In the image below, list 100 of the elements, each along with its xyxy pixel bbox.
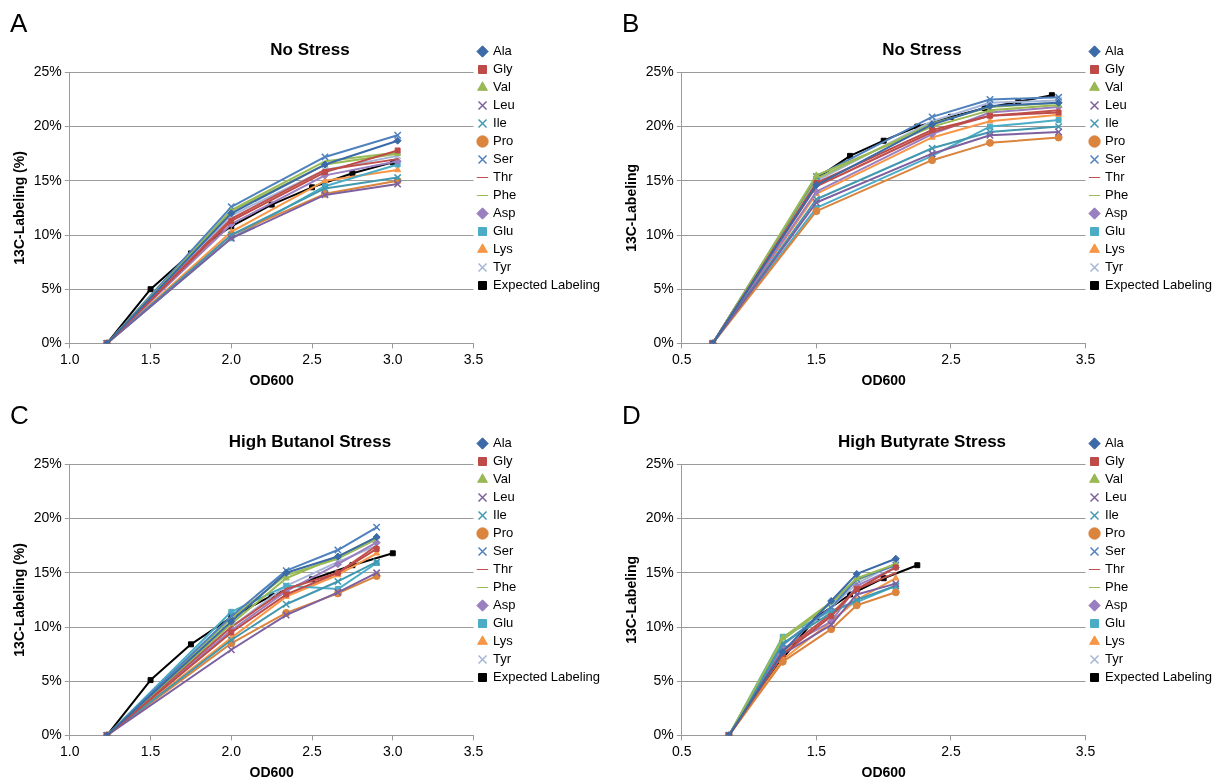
y-tick-label: 5%	[653, 280, 674, 297]
legend-label: Val	[1105, 471, 1123, 487]
x-tick-label: 3.5	[1075, 742, 1096, 759]
legend-label: Glu	[1105, 615, 1126, 631]
legend-label: Pro	[493, 525, 514, 541]
legend-label: Phe	[493, 187, 517, 203]
legend-label: Expected Labeling	[1105, 669, 1213, 685]
y-tick-label: 10%	[33, 617, 62, 634]
legend-label: Lys	[493, 241, 514, 257]
legend-label: Tyr	[1105, 259, 1124, 275]
x-tick-label: 0.5	[672, 350, 692, 367]
x-tick-label: 3.0	[383, 350, 403, 367]
x-tick-label: 1.5	[140, 742, 161, 759]
x-axis-title: OD600	[249, 372, 295, 389]
y-tick-label: 0%	[41, 334, 62, 351]
legend-label: Ile	[1105, 115, 1119, 131]
y-axis-title: 13C-Labeling	[623, 555, 640, 644]
y-tick-label: 20%	[645, 509, 674, 526]
y-tick-label: 5%	[41, 280, 62, 297]
legend-label: Expected Labeling	[493, 669, 601, 685]
y-tick-label: 15%	[33, 171, 62, 188]
legend-label: Tyr	[1105, 651, 1124, 667]
legend-label: Glu	[493, 223, 514, 239]
x-axis-title: OD600	[249, 764, 295, 781]
legend-label: Thr	[493, 169, 514, 185]
y-tick-label: 5%	[653, 672, 674, 689]
y-tick-label: 25%	[33, 455, 62, 472]
y-tick-label: 25%	[33, 63, 62, 80]
y-tick-label: 15%	[645, 563, 674, 580]
x-tick-label: 1.5	[140, 350, 161, 367]
legend-label: Thr	[1105, 561, 1126, 577]
legend-label: Pro	[493, 133, 514, 149]
x-tick-label: 2.5	[941, 350, 961, 367]
y-tick-label: 5%	[41, 672, 62, 689]
legend-label: Ala	[1105, 435, 1125, 451]
y-tick-label: 25%	[645, 455, 674, 472]
x-tick-label: 2.5	[302, 742, 322, 759]
legend-label: Val	[493, 471, 511, 487]
legend-label: Leu	[1105, 97, 1127, 113]
y-tick-label: 25%	[645, 63, 674, 80]
legend-label: Ile	[493, 115, 507, 131]
y-tick-label: 0%	[41, 726, 62, 743]
x-tick-label: 2.5	[302, 350, 322, 367]
legend-label: Val	[493, 79, 511, 95]
legend-label: Glu	[493, 615, 514, 631]
legend-label: Asp	[493, 597, 516, 613]
legend-label: Expected Labeling	[493, 277, 601, 293]
y-tick-label: 0%	[653, 726, 674, 743]
legend-label: Gly	[493, 453, 514, 469]
x-tick-label: 2.0	[221, 350, 242, 367]
legend-label: Asp	[1105, 597, 1128, 613]
legend-label: Val	[1105, 79, 1123, 95]
legend-label: Phe	[1105, 579, 1129, 595]
x-tick-label: 3.5	[463, 742, 484, 759]
y-tick-label: 15%	[645, 171, 674, 188]
legend-label: Tyr	[493, 259, 512, 275]
x-tick-label: 1.0	[60, 350, 80, 367]
y-axis-title: 13C-Labeling (%)	[11, 151, 28, 265]
x-tick-label: 1.5	[806, 742, 827, 759]
legend-label: Asp	[1105, 205, 1128, 221]
legend-label: Asp	[493, 205, 516, 221]
legend-label: Expected Labeling	[1105, 277, 1213, 293]
legend-label: Thr	[493, 561, 514, 577]
x-tick-label: 3.0	[383, 742, 403, 759]
y-axis-title: 13C-Labeling	[623, 163, 640, 252]
legend-label: Gly	[1105, 61, 1126, 77]
legend-label: Ala	[1105, 43, 1125, 59]
x-tick-label: 2.0	[221, 742, 242, 759]
legend-label: Ala	[493, 435, 513, 451]
x-axis-title: OD600	[861, 764, 907, 781]
legend-label: Ser	[493, 543, 514, 559]
y-tick-label: 0%	[653, 334, 674, 351]
legend-label: Glu	[1105, 223, 1126, 239]
legend-label: Ser	[493, 151, 514, 167]
y-tick-label: 10%	[645, 225, 674, 242]
x-tick-label: 1.0	[60, 742, 80, 759]
y-tick-label: 15%	[33, 563, 62, 580]
chart-title: No Stress	[270, 39, 350, 59]
legend-label: Ser	[1105, 151, 1126, 167]
legend-label: Lys	[1105, 633, 1126, 649]
text: C	[10, 400, 29, 431]
legend-label: Pro	[1105, 525, 1126, 541]
legend-label: Ile	[1105, 507, 1119, 523]
text: A	[10, 8, 28, 39]
legend-label: Lys	[1105, 241, 1126, 257]
x-tick-label: 3.5	[1075, 350, 1096, 367]
text: D	[622, 400, 641, 431]
legend-label: Phe	[493, 579, 517, 595]
legend-label: Lys	[493, 633, 514, 649]
y-tick-label: 10%	[645, 617, 674, 634]
legend-label: Ala	[493, 43, 513, 59]
legend-label: Pro	[1105, 133, 1126, 149]
legend-label: Gly	[1105, 453, 1126, 469]
y-tick-label: 20%	[33, 509, 62, 526]
chart-title: No Stress	[882, 39, 962, 59]
x-tick-label: 1.5	[806, 350, 827, 367]
legend-label: Leu	[493, 489, 515, 505]
y-axis-title: 13C-Labeling (%)	[11, 543, 28, 657]
legend-label: Phe	[1105, 187, 1129, 203]
x-tick-label: 2.5	[941, 742, 961, 759]
